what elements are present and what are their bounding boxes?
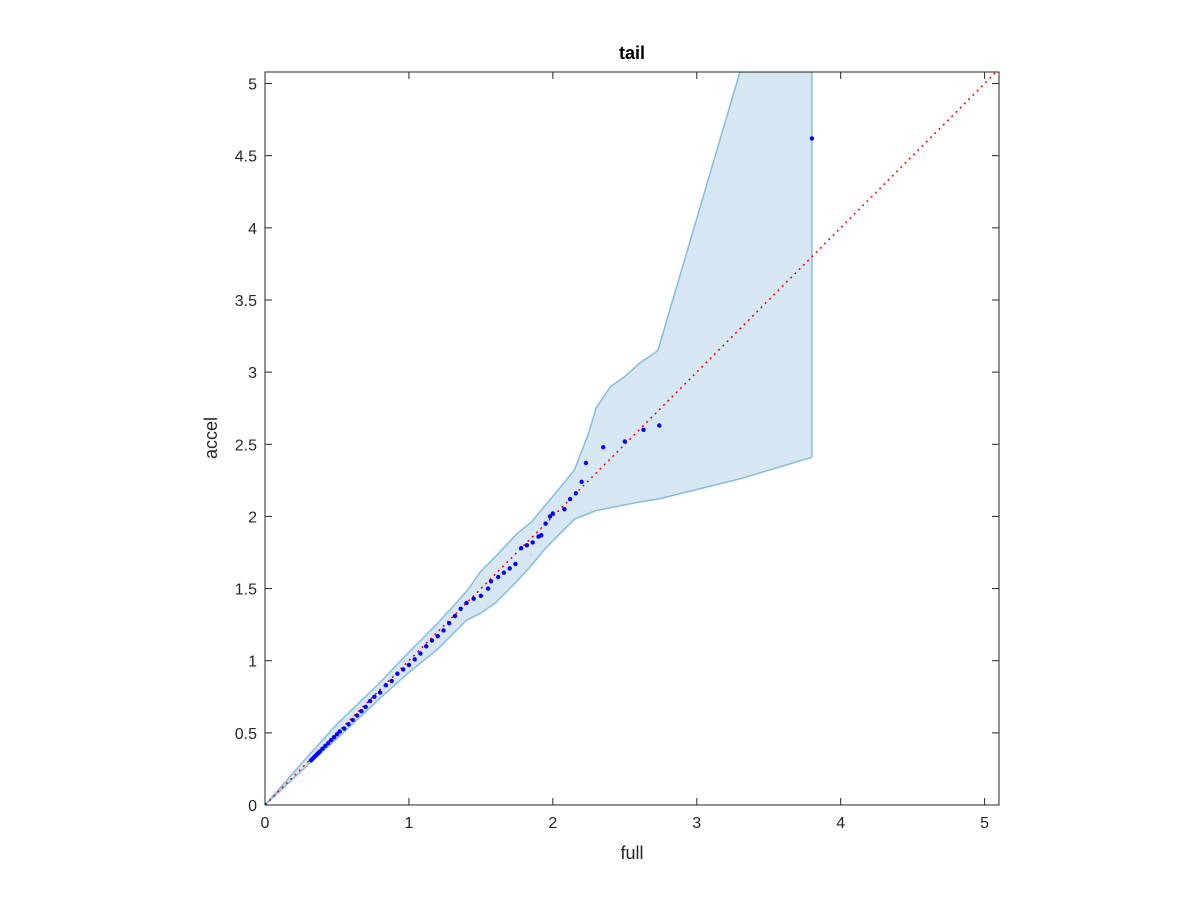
data-point (573, 491, 579, 496)
y-tick-label: 2.5 (235, 437, 257, 454)
data-point (485, 586, 491, 591)
confidence-band-fill (265, 72, 812, 805)
data-point (524, 543, 530, 548)
data-point (346, 722, 351, 727)
y-tick-label: 2 (248, 509, 257, 526)
data-point (562, 507, 567, 512)
data-point (471, 596, 476, 601)
axis-ticks: 0 1 2 3 4 5 0 0.5 1 1.5 2 2.5 3 3.5 4 4.5 5 (235, 72, 999, 832)
data-point (550, 511, 555, 516)
confidence-band-lower (265, 456, 813, 805)
data-point (458, 606, 463, 611)
data-point (622, 439, 627, 444)
data-point (464, 600, 469, 606)
data-point (435, 634, 440, 639)
data-point (337, 729, 342, 734)
y-axis-label: accel (201, 417, 221, 459)
x-tick-label: 5 (980, 815, 989, 832)
y-tick-label: 3.5 (235, 293, 257, 310)
data-point (601, 445, 606, 450)
data-point (354, 713, 360, 718)
data-point (424, 644, 429, 649)
data-point (412, 657, 417, 662)
y-tick-label: 1.5 (235, 582, 257, 599)
y-tick-label: 4.5 (235, 149, 257, 166)
data-point (447, 621, 452, 626)
data-point (372, 694, 377, 699)
y-tick-label: 4 (248, 221, 257, 238)
data-point (331, 735, 337, 740)
data-point (334, 732, 340, 737)
data-point (530, 540, 535, 545)
data-point (367, 698, 373, 704)
data-point (350, 717, 355, 723)
confidence-band-upper (265, 72, 812, 805)
data-point (406, 662, 412, 668)
data-point (543, 521, 548, 526)
data-point (507, 566, 512, 571)
data-point (809, 136, 815, 141)
data-point (317, 749, 322, 754)
data-point (488, 579, 494, 584)
data-point (418, 651, 423, 656)
x-axis-label: full (620, 843, 643, 863)
data-point (323, 743, 328, 748)
data-point (496, 574, 501, 580)
data-point (519, 546, 524, 551)
data-point (363, 704, 368, 710)
x-tick-label: 3 (692, 815, 701, 832)
data-point (377, 690, 383, 695)
y-tick-label: 3 (248, 365, 257, 382)
data-point (401, 667, 406, 672)
y-tick-label: 1 (248, 654, 257, 671)
y-tick-label: 0 (248, 798, 257, 815)
x-tick-label: 0 (261, 815, 270, 832)
axes-box (264, 71, 1000, 806)
data-point (329, 737, 334, 743)
data-point (583, 460, 589, 466)
data-point (513, 561, 518, 567)
data-point (359, 709, 364, 714)
data-point (389, 678, 394, 684)
data-point (320, 746, 325, 751)
y-tick-label: 0.5 (235, 726, 257, 743)
data-point (441, 628, 446, 633)
data-point (547, 514, 553, 519)
data-point (429, 638, 435, 643)
plot-area (265, 72, 998, 805)
x-tick-label: 1 (404, 815, 413, 832)
data-point (657, 423, 662, 428)
data-point (641, 427, 646, 432)
data-point (342, 726, 347, 731)
data-point (478, 593, 484, 598)
data-point (326, 740, 331, 746)
data-point (501, 570, 507, 575)
data-point (395, 671, 400, 676)
y-tick-label: 5 (248, 77, 257, 94)
data-point (579, 479, 584, 484)
data-point (265, 802, 268, 805)
x-tick-label: 2 (548, 815, 557, 832)
data-point (452, 613, 458, 619)
data-point (539, 533, 544, 538)
data-point (383, 683, 389, 688)
chart-title: tail (619, 43, 645, 63)
data-point (567, 496, 573, 502)
x-tick-label: 4 (836, 815, 845, 832)
